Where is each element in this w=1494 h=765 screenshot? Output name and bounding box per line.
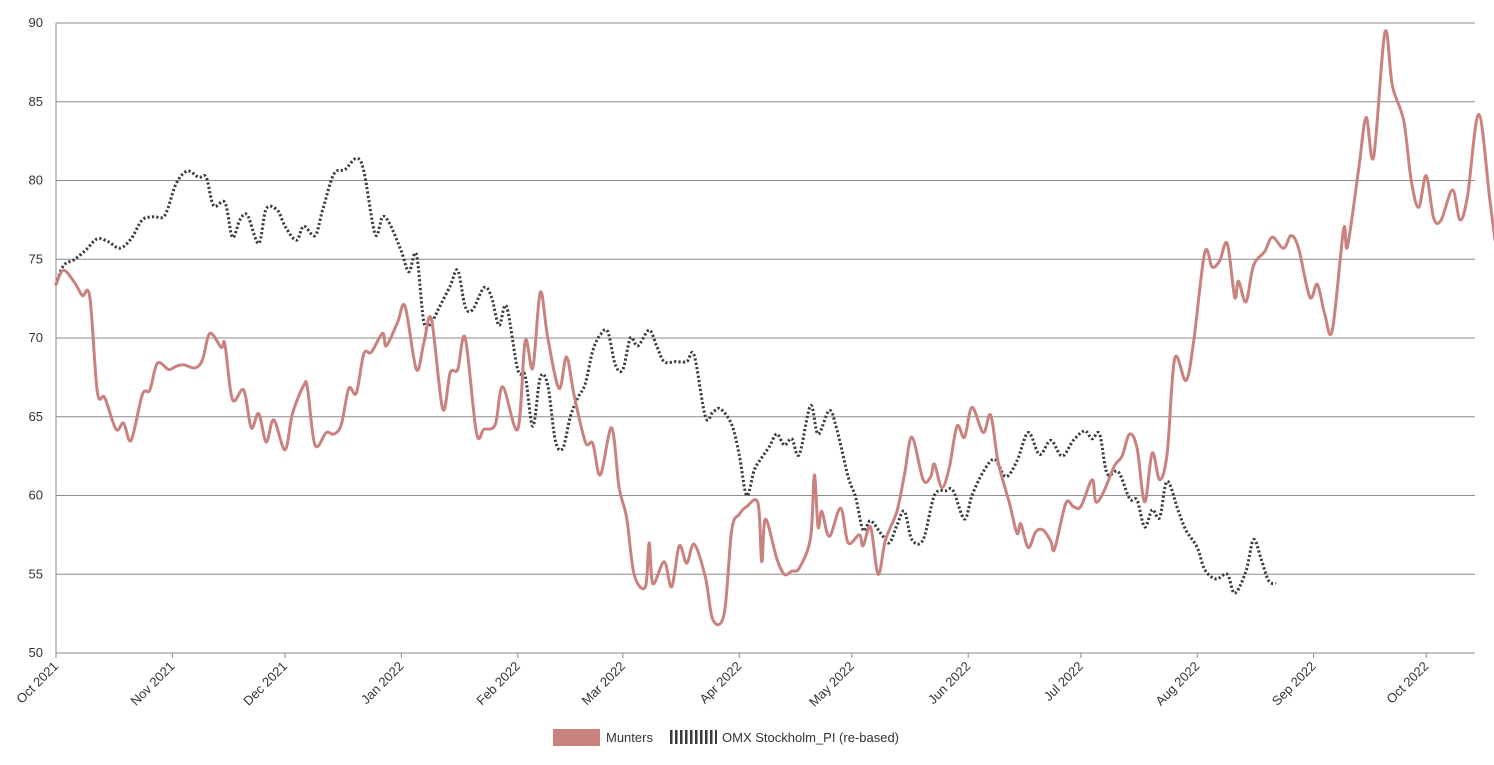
x-tick-label-11: Sep 2022 [1269,659,1319,709]
x-axis-ticks: Oct 2021 Nov 2021 Dec 2021 Jan 2022 Feb 2022… [13,653,1431,709]
x-tick-label-12: Oct 2022 [1383,659,1431,707]
x-tick-label-5: Mar 2022 [579,659,628,708]
x-tick-label-0: Oct 2021 [13,659,61,707]
x-tick-label-10: Aug 2022 [1152,659,1202,709]
y-tick-label-75: 75 [29,251,43,266]
series-lines [54,29,1494,627]
series-line-munters [54,29,1494,627]
legend-swatch-munters [553,729,600,746]
y-tick-label-55: 55 [29,566,43,581]
x-tick-label-9: Jul 2022 [1041,659,1086,704]
x-tick-label-7: May 2022 [806,659,857,710]
x-tick-label-1: Nov 2021 [128,659,178,709]
y-tick-label-65: 65 [29,409,43,424]
series-line-omx [54,156,1277,595]
y-axis-ticks: 50 55 60 65 70 75 80 85 90 [29,15,43,660]
y-tick-label-60: 60 [29,488,43,503]
x-tick-label-8: Jun 2022 [925,659,973,707]
y-tick-label-80: 80 [29,173,43,188]
y-tick-label-90: 90 [29,15,43,30]
x-tick-label-3: Jan 2022 [358,659,406,707]
y-tick-label-85: 85 [29,94,43,109]
legend-label-munters: Munters [606,730,653,745]
grid-lines [55,22,1475,654]
legend-label-omx: OMX Stockholm_PI (re-based) [722,730,899,745]
y-tick-label-70: 70 [29,330,43,345]
x-tick-label-4: Feb 2022 [473,659,522,708]
legend: Munters OMX Stockholm_PI (re-based) [553,729,899,746]
x-tick-label-2: Dec 2021 [240,659,290,709]
x-tick-label-6: Apr 2022 [696,659,744,707]
y-tick-label-50: 50 [29,645,43,660]
